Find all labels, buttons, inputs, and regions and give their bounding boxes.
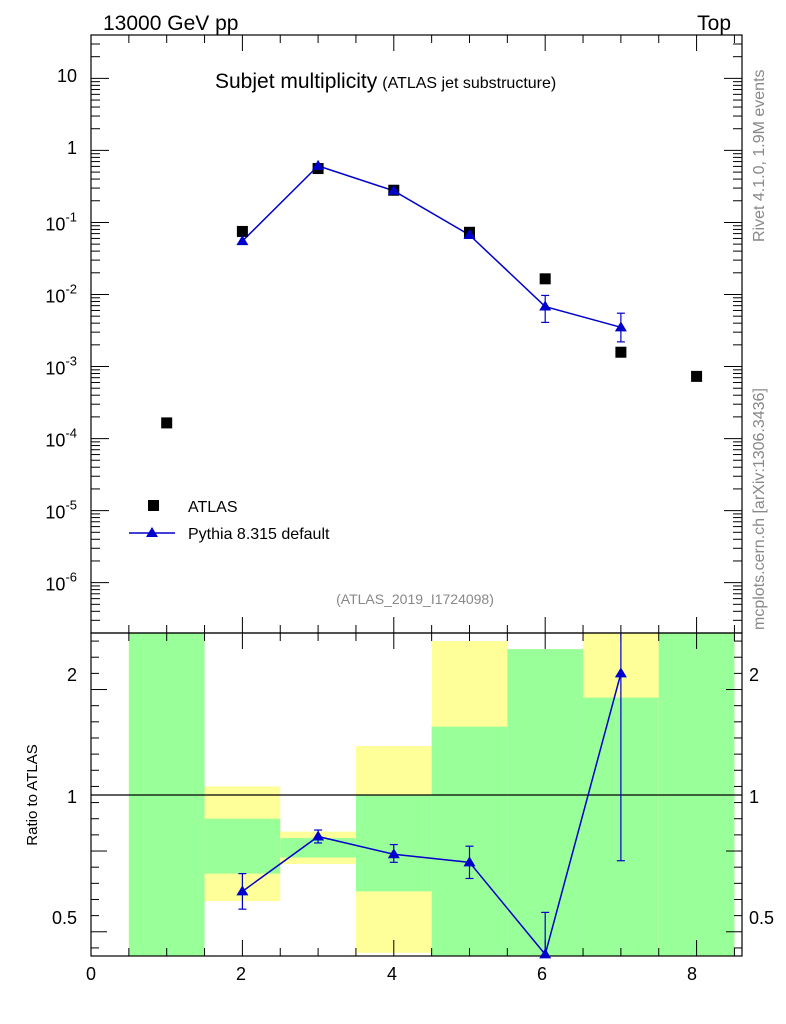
legend-atlas-label: ATLAS bbox=[188, 499, 238, 516]
main-y-tick-label: 10-5 bbox=[45, 498, 77, 523]
ratio-band-inner bbox=[280, 838, 356, 858]
main-y-tick-label: 10-6 bbox=[45, 570, 77, 595]
pythia-point bbox=[312, 159, 325, 170]
ratio-y-tick-label-right: 2 bbox=[749, 665, 759, 685]
analysis-id: (ATLAS_2019_I1724098) bbox=[336, 591, 494, 607]
ratio-y-tick-label: 0.5 bbox=[52, 908, 77, 928]
pythia-point bbox=[614, 321, 627, 332]
rivet-version-label: Rivet 4.1.0, 1.9M events bbox=[751, 69, 768, 242]
ratio-point bbox=[236, 885, 249, 896]
plot-title-sub: (ATLAS jet substructure) bbox=[382, 75, 556, 92]
pythia-point bbox=[236, 235, 249, 246]
ratio-point bbox=[463, 856, 476, 867]
x-tick-label: 0 bbox=[86, 964, 96, 984]
ratio-y-tick-label-right: 0.5 bbox=[749, 908, 774, 928]
ratio-point bbox=[614, 667, 627, 678]
plot-title-main: Subjet multiplicity bbox=[215, 70, 378, 93]
ratio-y-axis-title: Ratio to ATLAS bbox=[24, 744, 41, 845]
main-y-exponent-labels: 10-1 10-2 10-3 10-4 10-5 10-6 bbox=[45, 209, 77, 594]
ratio-band-inner bbox=[507, 649, 584, 956]
pythia-point bbox=[387, 184, 400, 195]
plot-title: Subjet multiplicity (ATLAS jet substructu… bbox=[215, 70, 556, 93]
ratio-line bbox=[241, 673, 622, 956]
main-y-tick-labels: 10 1 bbox=[57, 66, 77, 158]
main-y-tick-label: 10-1 bbox=[45, 209, 77, 234]
category-label: Top bbox=[697, 12, 731, 35]
ratio-axis-ticks bbox=[90, 633, 742, 956]
x-tick-label: 8 bbox=[687, 964, 697, 984]
main-axis-ticks bbox=[90, 34, 742, 634]
main-y-tick-label: 10-4 bbox=[45, 426, 77, 451]
legend-atlas-marker bbox=[148, 500, 159, 511]
atlas-point bbox=[161, 417, 173, 429]
main-y-tick-label: 10-3 bbox=[45, 354, 77, 379]
atlas-point bbox=[539, 273, 551, 285]
main-y-tick-label: 10-2 bbox=[45, 281, 77, 306]
ratio-point bbox=[312, 830, 325, 841]
ratio-band-inner bbox=[355, 794, 432, 892]
pythia-point bbox=[539, 300, 552, 311]
main-y-tick-label: 10 bbox=[57, 66, 77, 86]
atlas-point bbox=[691, 370, 703, 382]
atlas-point bbox=[236, 225, 248, 237]
ratio-data-layer bbox=[236, 633, 627, 959]
ratio-band-inner bbox=[431, 726, 508, 956]
pythia-line bbox=[241, 165, 622, 329]
x-tick-label: 4 bbox=[387, 964, 397, 984]
x-tick-label: 2 bbox=[236, 964, 246, 984]
main-data-layer bbox=[161, 159, 703, 429]
x-tick-label: 6 bbox=[537, 964, 547, 984]
legend-pythia-marker bbox=[146, 527, 158, 537]
ratio-point bbox=[387, 848, 400, 859]
ratio-y-tick-label: 2 bbox=[67, 665, 77, 685]
legend: ATLAS Pythia 8.315 default bbox=[129, 499, 330, 543]
ratio-point bbox=[539, 948, 552, 959]
ratio-panel-frame bbox=[90, 632, 743, 957]
ratio-y-tick-label: 1 bbox=[67, 787, 77, 807]
atlas-point bbox=[615, 346, 627, 358]
pythia-point bbox=[463, 228, 476, 239]
energy-label: 13000 GeV pp bbox=[103, 12, 238, 35]
mcplots-label: mcplots.cern.ch [arXiv:1306.3436] bbox=[751, 388, 768, 630]
ratio-y-tick-label-right: 1 bbox=[749, 787, 759, 807]
main-panel-frame bbox=[90, 34, 743, 634]
main-y-tick-label: 1 bbox=[67, 138, 77, 158]
ratio-band-inner bbox=[204, 818, 281, 874]
legend-pythia-label: Pythia 8.315 default bbox=[188, 526, 330, 543]
